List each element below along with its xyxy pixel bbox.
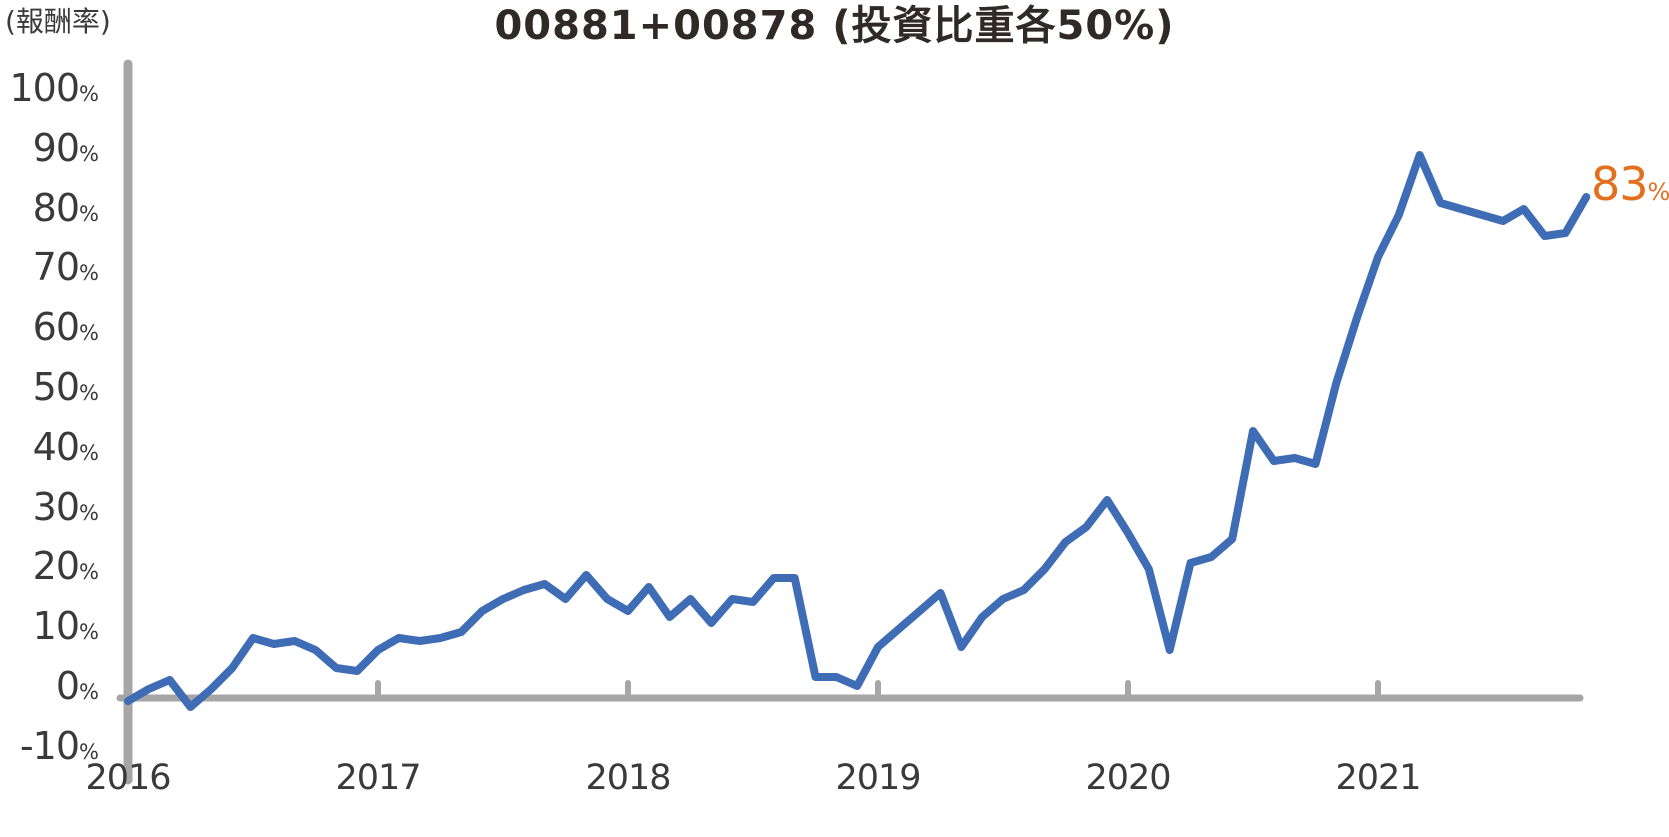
x-axis-tick-label: 2016 [85, 758, 171, 798]
y-axis-tick-label: 70% [32, 245, 99, 289]
y-axis-tick-label: 40% [32, 425, 99, 469]
x-axis-tick-label: 2017 [335, 758, 421, 798]
y-axis-tick-label: 10% [32, 604, 99, 648]
y-axis-tick-label: -10% [19, 724, 99, 768]
x-axis-tick-label: 2019 [835, 758, 921, 798]
y-axis-tick-label: 90% [32, 126, 99, 170]
end-value-label: 83% [1591, 157, 1669, 211]
y-axis-unit-label: (報酬率) [5, 5, 111, 38]
y-axis-tick-label: 50% [32, 365, 99, 409]
y-axis-tick-label: 30% [32, 485, 99, 529]
chart-title: 00881+00878 (投資比重各50%) [494, 3, 1175, 49]
y-axis-tick-label: 60% [32, 305, 99, 349]
y-axis-tick-label: 20% [32, 544, 99, 588]
y-axis-tick-label: 100% [9, 66, 100, 110]
y-axis-tick-label: 80% [32, 186, 99, 230]
x-axis-tick-label: 2020 [1085, 758, 1171, 798]
x-axis-tick-label: 2021 [1335, 758, 1421, 798]
x-axis-tick-label: 2018 [585, 758, 671, 798]
y-axis-tick-label: 0% [55, 664, 99, 708]
return-line-series [124, 151, 1591, 711]
